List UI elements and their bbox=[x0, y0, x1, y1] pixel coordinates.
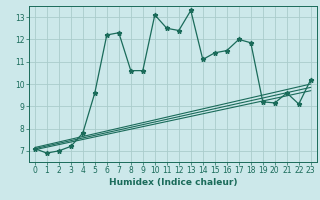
X-axis label: Humidex (Indice chaleur): Humidex (Indice chaleur) bbox=[108, 178, 237, 187]
